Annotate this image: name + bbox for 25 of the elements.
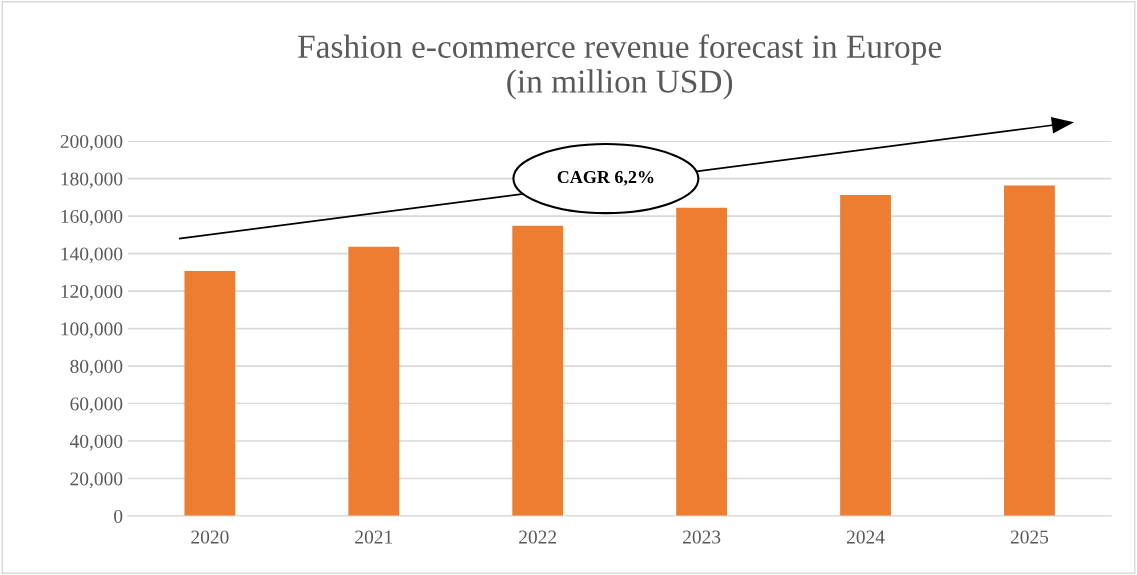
x-tick-label: 2025 bbox=[1010, 530, 1049, 544]
chart-title: Fashion e-commerce revenue forecast in Europe (in million USD) bbox=[298, 34, 942, 100]
bar bbox=[512, 225, 564, 516]
y-tick-label: 100,000 bbox=[61, 322, 123, 339]
y-tick-label: 180,000 bbox=[61, 172, 123, 189]
y-tick-label: 200,000 bbox=[60, 134, 123, 151]
x-tick-label: 2021 bbox=[355, 530, 393, 544]
y-tick-label: 160,000 bbox=[61, 209, 123, 226]
y-tick-label: 140,000 bbox=[61, 247, 123, 264]
x-tick-label: 2022 bbox=[519, 530, 557, 544]
annotation: CAGR 6,2% bbox=[557, 170, 654, 186]
bar bbox=[676, 207, 728, 516]
y-tick-label: 0 bbox=[114, 509, 123, 523]
y-tick-label: 40,000 bbox=[69, 434, 123, 451]
bar bbox=[840, 195, 891, 516]
x-tick-label: 2020 bbox=[191, 530, 229, 544]
y-tick-label: 20,000 bbox=[70, 472, 123, 489]
bar bbox=[184, 271, 236, 516]
y-tick-label: 120,000 bbox=[61, 284, 123, 301]
x-tick-label: 2023 bbox=[683, 530, 721, 544]
y-tick-label: 80,000 bbox=[70, 359, 123, 376]
y-tick-label: 60,000 bbox=[70, 397, 123, 414]
bar bbox=[348, 246, 400, 516]
bar bbox=[1004, 185, 1055, 516]
x-tick-label: 2024 bbox=[846, 530, 885, 544]
